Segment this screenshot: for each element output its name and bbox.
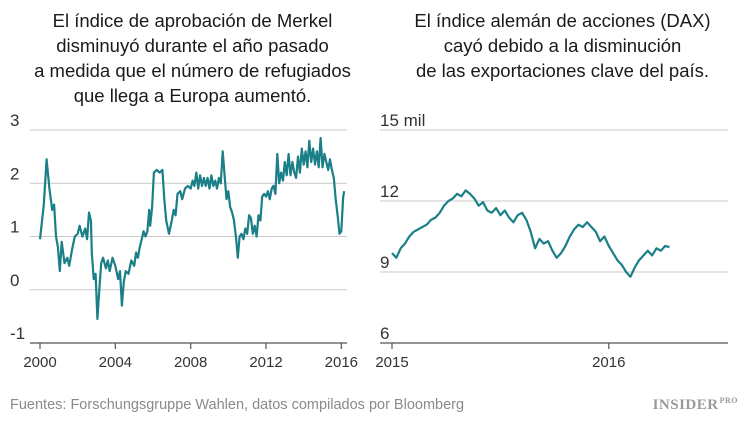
dax-y-tick-label-1: 12 bbox=[380, 182, 399, 201]
approval-y-tick-label-2: 1 bbox=[10, 218, 19, 237]
source-note: Fuentes: Forschungsgruppe Wahlen, datos … bbox=[10, 397, 465, 413]
approval-series-line-0 bbox=[38, 136, 346, 321]
dax-y-tick-label-3: 6 bbox=[380, 324, 389, 343]
insider-pro-logo: INSIDERPRO bbox=[652, 396, 738, 413]
dax-x-tick-label-0: 2015 bbox=[375, 354, 408, 371]
left-chart-title: El índice de aprobación de Merkel dismin… bbox=[34, 10, 351, 106]
dax-x-tick-label-1: 2016 bbox=[592, 354, 625, 371]
approval-x-tick-label-4: 2016 bbox=[325, 354, 358, 371]
approval-x-tick-label-0: 2000 bbox=[23, 354, 56, 371]
dax-y-tick-label-0: 15 mil bbox=[380, 111, 425, 130]
approval-x-tick-label-2: 2008 bbox=[174, 354, 207, 371]
approval-x-tick-label-3: 2012 bbox=[249, 354, 282, 371]
approval-y-tick-label-3: 0 bbox=[10, 271, 19, 290]
approval-y-tick-label-4: -1 bbox=[10, 324, 25, 343]
approval-x-tick-label-1: 2004 bbox=[99, 354, 132, 371]
dax-y-tick-label-2: 9 bbox=[380, 253, 389, 272]
dax-series-line-0 bbox=[391, 189, 670, 278]
right-chart-title: El índice alemán de acciones (DAX) cayó … bbox=[414, 10, 711, 81]
approval-y-tick-label-0: 3 bbox=[10, 111, 19, 130]
approval-y-tick-label-1: 2 bbox=[10, 164, 19, 183]
